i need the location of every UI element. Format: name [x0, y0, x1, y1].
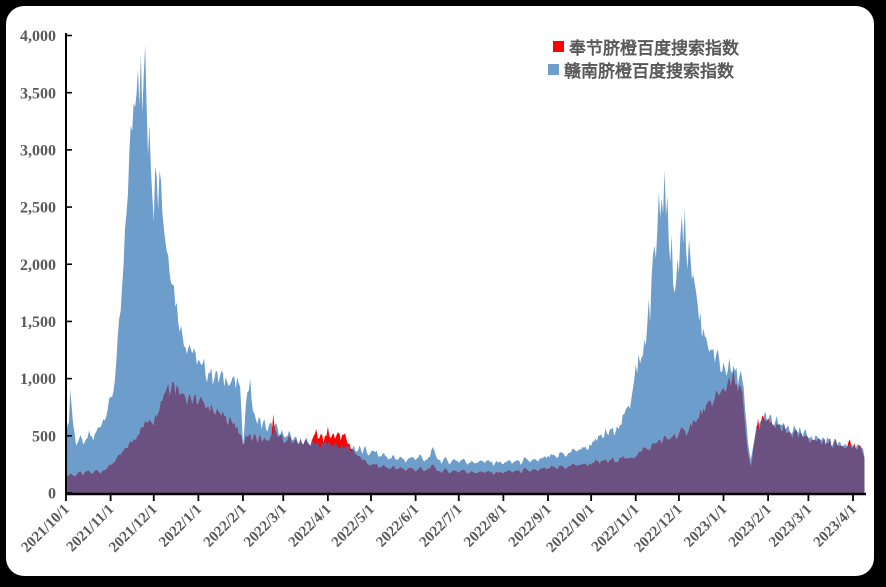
x-tick-label: 2022/12/1: [631, 502, 685, 556]
x-tick-label: 2023/3/1: [766, 502, 815, 551]
legend-label: 奉节脐橙百度搜索指数: [569, 38, 739, 58]
x-tick-label: 2022/2/1: [201, 502, 250, 551]
y-tick-label: 4,000: [20, 28, 56, 45]
x-tick-label: 2022/1/1: [156, 502, 205, 551]
x-tick-label: 2022/10/1: [544, 502, 598, 556]
y-tick-label: 3,500: [20, 85, 56, 102]
x-tick-label: 2021/12/1: [106, 502, 160, 556]
x-tick-label: 2022/7/1: [417, 502, 466, 551]
x-tick-label: 2022/8/1: [461, 502, 510, 551]
x-tick-label: 2023/2/1: [726, 502, 775, 551]
legend-swatch-icon: [548, 63, 559, 75]
x-tick-label: 2022/5/1: [329, 502, 378, 551]
y-tick-label: 500: [32, 428, 56, 445]
legend: 奉节脐橙百度搜索指数赣南脐橙百度搜索指数: [548, 36, 739, 81]
y-tick-label: 2,000: [20, 257, 56, 274]
y-tick-label: 0: [48, 486, 56, 503]
x-tick-label: 2022/3/1: [241, 502, 290, 551]
x-tick-label: 2023/4/1: [811, 502, 860, 551]
x-tick-label: 2023/1/1: [681, 502, 730, 551]
legend-item: 奉节脐橙百度搜索指数: [553, 36, 739, 58]
y-tick-label: 2,500: [20, 200, 56, 217]
legend-item: 赣南脐橙百度搜索指数: [548, 59, 739, 81]
x-tick-label: 2022/6/1: [373, 502, 422, 551]
legend-label: 赣南脐橙百度搜索指数: [564, 61, 734, 81]
y-tick-label: 1,500: [20, 314, 56, 331]
y-tick-label: 1,000: [20, 371, 56, 388]
area-gannan-series: [66, 44, 865, 494]
y-tick-label: 3,000: [20, 142, 56, 159]
x-tick-label: 2021/10/1: [18, 502, 72, 556]
area-overlap: [66, 370, 865, 493]
x-tick-label: 2022/4/1: [286, 502, 335, 551]
legend-swatch-icon: [553, 40, 564, 52]
